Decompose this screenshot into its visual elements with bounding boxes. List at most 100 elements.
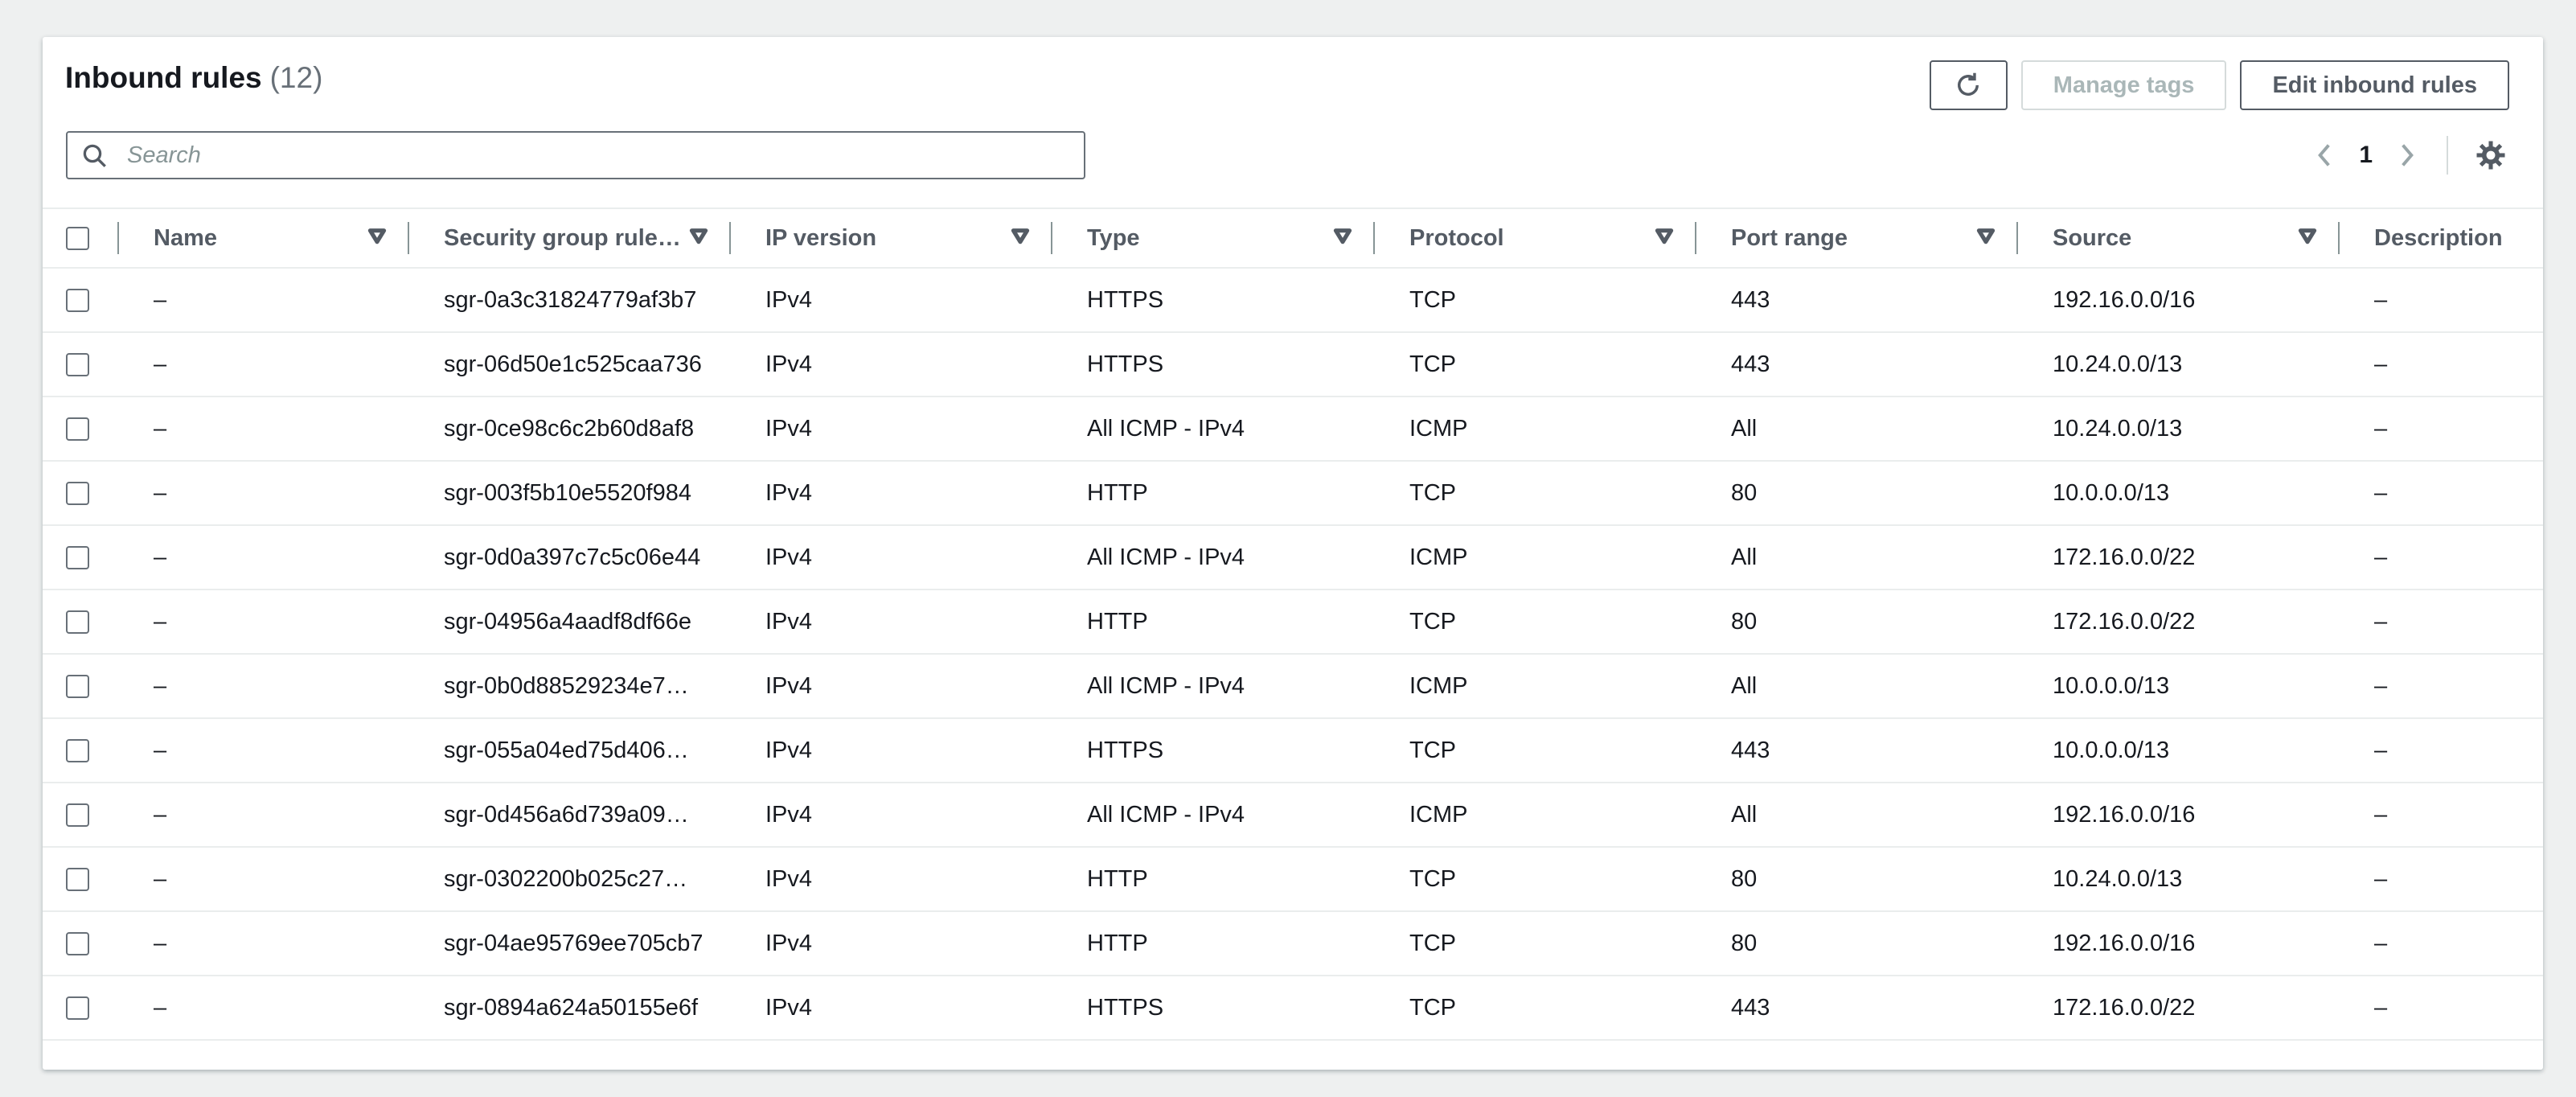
cell-protocol: TCP [1375,912,1696,975]
table-row: – sgr-0a3c31824779af3b7 IPv4 HTTPS TCP 443 192… [43,269,2543,333]
column-filter-icon[interactable] [1655,228,1674,249]
row-checkbox[interactable] [66,867,89,891]
next-page-button[interactable] [2398,142,2416,168]
cell-text-source: 10.24.0.0/13 [2053,351,2183,377]
cell-text-type: HTTPS [1087,737,1164,763]
panel-title-text: Inbound rules [65,61,262,94]
cell-text-name: – [154,801,167,828]
table-row: – sgr-0894a624a50155e6f IPv4 HTTPS TCP 443 172… [43,976,2543,1041]
cell-port_range: 443 [1696,333,2018,396]
cell-text-name: – [154,930,167,956]
row-checkbox[interactable] [66,610,89,634]
column-header-port_range[interactable]: Port range [1696,209,2018,267]
table-row: – sgr-0d0a397c7c5c06e44 IPv4 All ICMP - IPv… [43,526,2543,590]
cell-text-protocol: TCP [1409,479,1456,506]
row-checkbox-cell [43,719,119,782]
cell-sgr_id: sgr-0d0a397c7c5c06e44 [409,526,731,589]
row-checkbox-cell [43,976,119,1039]
column-header-protocol[interactable]: Protocol [1375,209,1696,267]
cell-port_range: All [1696,397,2018,460]
cell-text-port_range: All [1731,544,1758,570]
cell-text-sgr_id: sgr-055a04ed75d406… [444,737,689,763]
cell-description: – [2340,269,2543,331]
cell-type: All ICMP - IPv4 [1052,526,1375,589]
cell-name: – [119,655,409,717]
cell-ip_version: IPv4 [731,526,1052,589]
table-row: – sgr-0302200b025c27… IPv4 HTTP TCP 80 10.24.0… [43,848,2543,912]
cell-description: – [2340,912,2543,975]
row-checkbox[interactable] [66,931,89,955]
column-filter-icon[interactable] [1333,228,1352,249]
row-checkbox[interactable] [66,803,89,827]
row-checkbox-cell [43,783,119,846]
cell-protocol: TCP [1375,848,1696,910]
manage-tags-button[interactable]: Manage tags [2020,60,2227,110]
search-input[interactable] [66,131,1085,179]
chevron-right-icon [2398,142,2416,168]
current-page-number[interactable]: 1 [2359,142,2373,168]
column-header-description[interactable]: Description [2340,209,2543,267]
cell-text-port_range: All [1731,415,1758,442]
pagination: 1 [2316,131,2508,179]
cell-text-description: – [2374,994,2388,1021]
edit-inbound-rules-button[interactable]: Edit inbound rules [2240,60,2509,110]
column-filter-icon[interactable] [689,228,708,249]
cell-ip_version: IPv4 [731,590,1052,653]
cell-type: All ICMP - IPv4 [1052,397,1375,460]
row-checkbox[interactable] [66,352,89,376]
cell-description: – [2340,848,2543,910]
cell-sgr_id: sgr-055a04ed75d406… [409,719,731,782]
table-settings-button[interactable] [2474,138,2508,172]
cell-protocol: ICMP [1375,526,1696,589]
cell-ip_version: IPv4 [731,912,1052,975]
row-checkbox[interactable] [66,288,89,312]
column-header-name[interactable]: Name [119,209,409,267]
row-checkbox[interactable] [66,674,89,698]
cell-text-protocol: TCP [1409,865,1456,892]
cell-port_range: 443 [1696,719,2018,782]
column-filter-icon[interactable] [367,228,387,249]
cell-text-port_range: All [1731,801,1758,828]
row-checkbox[interactable] [66,545,89,569]
row-checkbox-cell [43,526,119,589]
cell-protocol: TCP [1375,719,1696,782]
cell-source: 192.16.0.0/16 [2018,912,2340,975]
column-filter-icon[interactable] [1976,228,1996,249]
column-header-source[interactable]: Source [2018,209,2340,267]
row-checkbox[interactable] [66,738,89,762]
cell-text-protocol: ICMP [1409,801,1468,828]
column-header-label: IP version [765,224,877,251]
column-header-label: Name [154,224,217,251]
cell-ip_version: IPv4 [731,719,1052,782]
cell-text-ip_version: IPv4 [765,994,813,1021]
column-header-type[interactable]: Type [1052,209,1375,267]
column-filter-icon[interactable] [1011,228,1030,249]
table-row: – sgr-04956a4aadf8df66e IPv4 HTTP TCP 80 172.1… [43,590,2543,655]
cell-source: 10.0.0.0/13 [2018,655,2340,717]
cell-description: – [2340,719,2543,782]
column-header-ip_version[interactable]: IP version [731,209,1052,267]
cell-text-name: – [154,351,167,377]
cell-sgr_id: sgr-0ce98c6c2b60d8af8 [409,397,731,460]
row-checkbox-cell [43,912,119,975]
cell-text-type: All ICMP - IPv4 [1087,801,1245,828]
column-header-sgr_id[interactable]: Security group rule… [409,209,731,267]
cell-text-description: – [2374,737,2388,763]
refresh-icon [1954,71,1983,100]
cell-text-name: – [154,865,167,892]
cell-text-description: – [2374,286,2388,313]
row-checkbox[interactable] [66,481,89,505]
cell-text-sgr_id: sgr-04ae95769ee705cb7 [444,930,703,956]
cell-text-protocol: TCP [1409,608,1456,635]
column-header-label: Description [2374,224,2503,251]
select-all-checkbox[interactable] [66,226,89,250]
column-filter-icon[interactable] [2298,228,2317,249]
cell-source: 10.24.0.0/13 [2018,333,2340,396]
row-checkbox[interactable] [66,996,89,1020]
refresh-button[interactable] [1929,60,2008,110]
row-checkbox[interactable] [66,417,89,441]
cell-name: – [119,397,409,460]
cell-sgr_id: sgr-04956a4aadf8df66e [409,590,731,653]
column-separator [1695,222,1696,254]
previous-page-button[interactable] [2316,142,2333,168]
